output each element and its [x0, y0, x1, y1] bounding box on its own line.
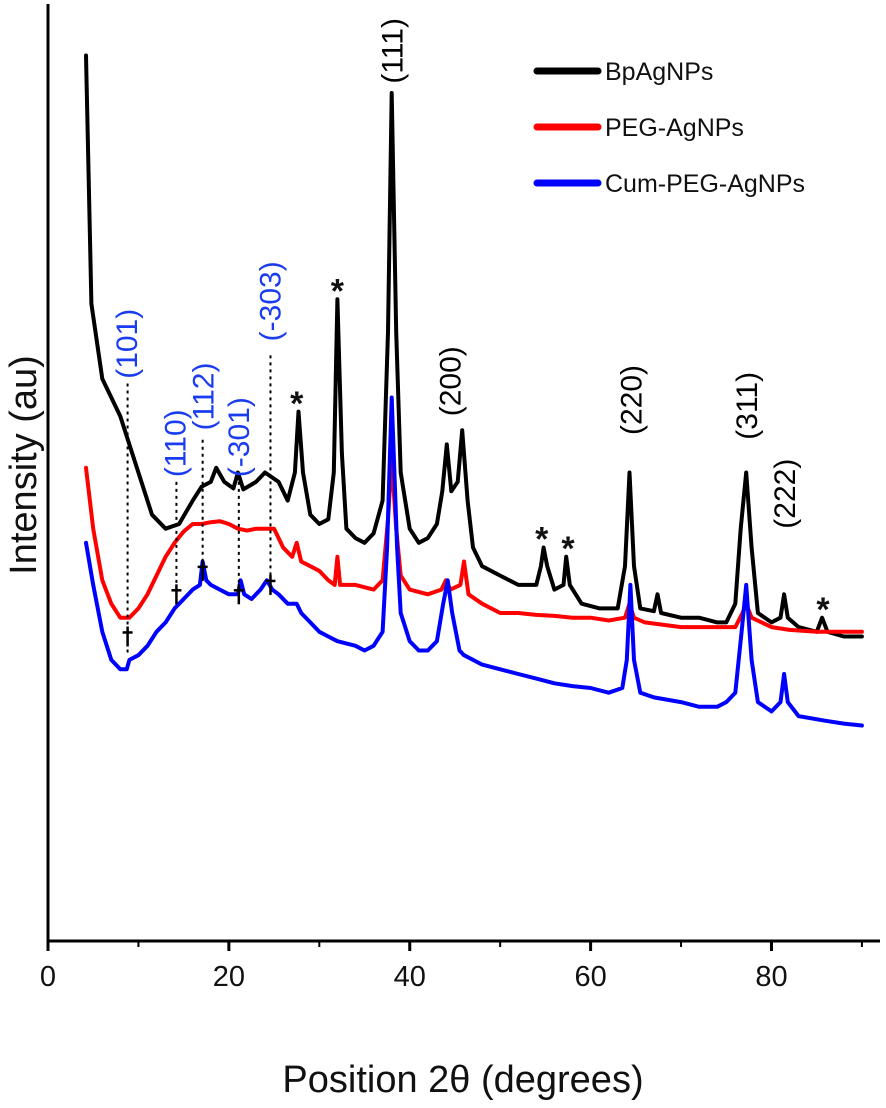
dagger-marker — [122, 626, 133, 647]
legend-label: BpAgNPs — [605, 58, 713, 86]
series-line-bpagnps — [84, 53, 864, 639]
peak-label-ag: (200) — [435, 346, 468, 416]
legend-label: PEG-AgNPs — [605, 114, 744, 142]
dagger-marker — [171, 584, 182, 605]
x-tick-label: 60 — [574, 961, 606, 993]
asterisk-marker: * — [331, 272, 345, 310]
x-tick-label: 80 — [755, 961, 787, 993]
series-layer — [84, 53, 864, 728]
x-tick-label: 0 — [40, 961, 56, 993]
dagger-marker — [197, 560, 208, 581]
peak-label-curcumin: (110) — [160, 409, 193, 477]
peak-label-curcumin: (-301) — [223, 397, 256, 477]
series-line-cum-peg-agnps — [84, 395, 864, 728]
peak-label-ag: (111) — [377, 18, 410, 84]
x-tick-label: 40 — [394, 961, 426, 993]
legend-label: Cum-PEG-AgNPs — [605, 170, 805, 198]
x-axis: 0 20 40 60 80 — [40, 941, 863, 993]
x-axis-title: Position 2θ (degrees) — [282, 1059, 643, 1101]
dagger-marker — [265, 574, 276, 595]
peak-label-curcumin: (101) — [111, 309, 144, 379]
peak-label-ag: (222) — [769, 459, 802, 529]
y-axis-title: Intensity (au) — [3, 355, 45, 575]
asterisk-marker: * — [561, 530, 575, 568]
annotation-layer: (111) (200) (220) (311)(222) (101) (110)(112)… — [111, 18, 830, 656]
dagger-marker — [233, 584, 244, 605]
plot-frame — [46, 4, 880, 943]
asterisk-marker: * — [816, 591, 830, 629]
asterisk-marker: * — [290, 385, 304, 423]
peak-label-ag: (311) — [731, 372, 764, 440]
peak-label-curcumin: (112) — [188, 363, 221, 431]
asterisk-marker: * — [535, 521, 549, 559]
peak-label-curcumin: (-303) — [255, 261, 288, 341]
legend: BpAgNPs PEG-AgNPs Cum-PEG-AgNPs — [533, 58, 805, 198]
x-tick-label: 20 — [213, 961, 245, 993]
peak-label-ag: (220) — [615, 365, 648, 435]
